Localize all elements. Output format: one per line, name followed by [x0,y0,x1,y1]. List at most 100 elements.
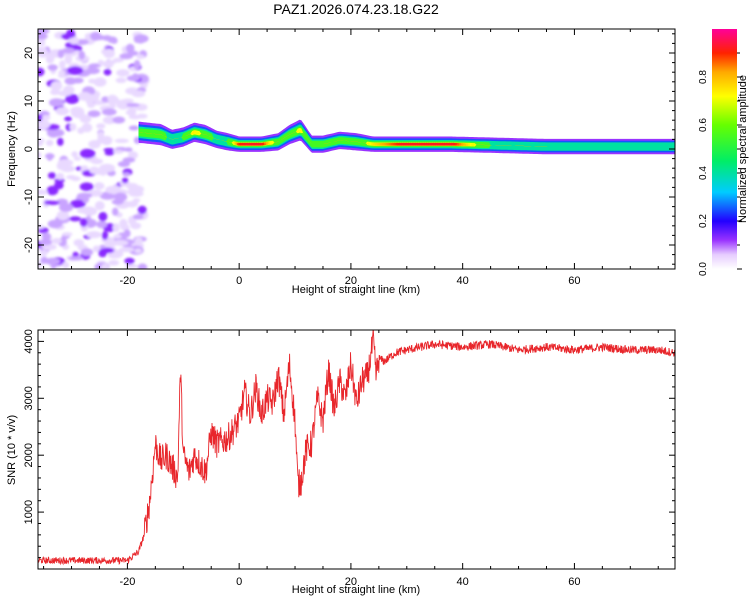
noise-blob [128,114,142,120]
ridge-contour [138,128,675,147]
x-tick-label: 0 [236,275,242,287]
noise-blob [71,151,78,158]
ridge-peak [196,131,200,135]
noise-blob [47,172,56,179]
ridge-peak [471,143,475,147]
noise-blob [68,256,84,261]
noise-blob [137,205,147,215]
noise-blob [100,263,110,269]
noise-blob [54,181,64,190]
noise-blob [128,125,139,131]
noise-blob [46,153,53,161]
noise-blob [67,66,84,75]
noise-blob [51,238,62,244]
noise-blob [97,59,104,66]
noise-blob [64,116,72,122]
noise-blob [132,198,141,203]
colorbar-ticks: 0.0 0.2 0.4 0.6 0.8 [698,52,742,276]
noise-blob [86,67,100,75]
noise-blob [102,35,112,41]
noise-blob [69,123,77,131]
noise-blob [40,249,48,257]
noise-blob [116,102,128,109]
noise-blob [124,263,138,269]
noise-blob [80,206,96,213]
noise-blob [56,210,69,221]
spectrogram-panel: -20 0 20 40 60 -20 -10 0 10 20 Height of straight… [6,28,676,296]
noise-blob [124,147,133,152]
noise-blob [119,53,133,60]
noise-blob [73,239,85,247]
noise-blob [46,200,60,205]
ridge-peak [269,141,273,145]
snr-ylabel: SNR (10 * v/v) [6,415,18,485]
noise-blob [140,83,148,89]
x-tick-label: 20 [345,576,357,588]
noise-blob [101,231,109,240]
noise-blob [38,119,51,130]
noise-blob [72,77,84,84]
noise-blob [108,260,120,266]
snr-series-line [38,330,675,566]
noise-blob [79,182,94,191]
noise-blob [137,263,148,269]
noise-blob [134,237,143,244]
noise-blob [128,186,135,197]
noise-blob [118,247,135,253]
noise-blob [132,214,144,220]
noise-blob [57,159,74,167]
noise-blob [46,185,59,196]
noise-blob [46,128,61,138]
noise-blob [119,180,131,187]
x-tick-label: 60 [568,576,580,588]
noise-blob [105,186,119,194]
noise-blob [61,232,73,237]
noise-blob [124,257,135,265]
noise-blob [49,98,64,107]
noise-blob [104,150,115,156]
y-tick-label: 3000 [23,386,35,410]
noise-blob [85,216,92,221]
ridge [138,119,675,155]
x-tick-label: 40 [457,576,469,588]
noise-blob [50,89,60,96]
noise-blob [55,107,69,116]
noise-blob [112,149,124,154]
noise-blob [38,189,48,195]
noise-blob [73,156,81,161]
noise-blob [59,203,74,212]
figure-title: PAZ1.2026.074.23.18.G22 [273,1,439,17]
noise-blob [66,29,76,39]
snr-frame [37,329,676,570]
noise-blob [121,177,129,184]
x-tick-label: -20 [119,275,135,287]
noise-blob [87,110,101,118]
noise-blob [107,94,118,103]
noise-blob [79,115,92,123]
y-tick-label: 2000 [23,443,35,467]
noise-blob [130,222,142,230]
noise-blob [127,151,139,160]
noise-blob [98,248,107,258]
noise-blob [112,239,129,246]
noise-blob [38,46,46,52]
noise-blob [58,70,66,76]
snr-plot-area [38,330,675,566]
noise-blob [126,75,140,82]
snr-ticks: -20 0 20 40 60 1000 2000 3000 4000 [23,329,675,588]
noise-blob [88,78,97,84]
noise-blob [57,49,65,59]
noise-blob [38,67,45,77]
noise-blob [119,218,128,229]
noise-blob [81,123,93,133]
y-tick-label: 20 [23,47,35,59]
colorbar-tick-label: 0.0 [698,262,709,276]
colorbar-tick-label: 0.8 [698,70,709,84]
snr-xlabel: Height of straight line (km) [292,584,420,596]
noise-blob [59,60,66,70]
x-tick-label: 0 [236,576,242,588]
colorbar-gradient [712,29,737,269]
noise-blob [103,48,115,59]
noise-blob [122,172,131,177]
noise-blob [82,195,90,204]
